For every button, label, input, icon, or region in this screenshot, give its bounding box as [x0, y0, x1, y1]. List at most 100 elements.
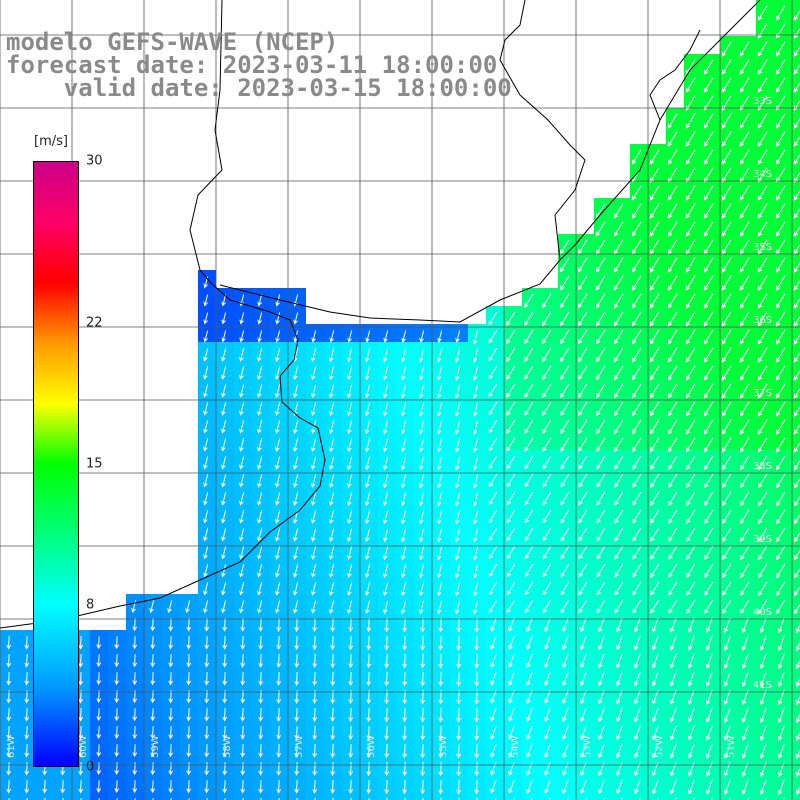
wind-arrow — [722, 509, 732, 525]
wind-arrow — [311, 330, 317, 343]
wind-arrow — [685, 329, 696, 345]
wind-arrow — [669, 635, 677, 651]
wind-arrow — [24, 654, 30, 668]
longitude-label: 57W — [294, 735, 305, 758]
wind-arrow — [488, 527, 498, 542]
wind-arrow — [276, 636, 282, 650]
wind-arrow — [114, 726, 120, 740]
wind-arrow — [614, 581, 624, 596]
wind-arrow — [420, 743, 426, 759]
wind-arrow — [687, 743, 695, 759]
wind-arrow — [757, 365, 768, 381]
wind-arrow — [776, 509, 786, 525]
wind-arrow — [776, 455, 786, 471]
wind-arrow — [634, 779, 641, 795]
wind-arrow — [24, 636, 30, 650]
wind-arrow — [793, 171, 800, 183]
wind-arrow — [613, 203, 624, 219]
wind-arrow — [293, 581, 299, 596]
wind-arrow — [490, 617, 497, 633]
wind-arrow — [274, 347, 281, 362]
wind-arrow — [739, 203, 750, 219]
wind-arrow — [686, 599, 696, 614]
wind-arrow — [526, 617, 533, 633]
wind-arrow — [418, 347, 425, 363]
wind-cell — [792, 360, 800, 378]
wind-arrow — [221, 401, 227, 416]
wind-arrow — [328, 527, 335, 542]
wind-arrow — [757, 149, 768, 165]
wind-arrow — [365, 330, 371, 343]
wind-arrow — [793, 279, 800, 291]
latitude-label: 34S — [753, 169, 772, 180]
wind-arrow — [757, 275, 768, 291]
wind-arrow — [275, 509, 281, 524]
wind-cell — [792, 288, 800, 306]
wind-arrow — [685, 131, 696, 147]
wind-arrow — [668, 563, 678, 578]
longitude-label: 52W — [654, 735, 665, 758]
wind-arrow — [739, 77, 750, 93]
wind-arrow — [524, 311, 534, 327]
wind-arrow — [384, 779, 390, 795]
wind-arrow — [330, 653, 336, 669]
wind-arrow — [632, 599, 642, 614]
wind-arrow — [366, 761, 372, 777]
wind-cell — [792, 792, 800, 800]
wind-arrow — [78, 762, 84, 776]
wind-arrow — [723, 761, 731, 777]
wind-arrow — [221, 474, 227, 488]
wind-arrow — [578, 437, 588, 453]
wind-arrow — [474, 779, 479, 795]
wind-arrow — [560, 599, 570, 614]
wind-arrow — [578, 545, 588, 560]
wind-arrow — [650, 419, 660, 435]
wind-cell — [792, 648, 800, 666]
wind-arrow — [740, 545, 750, 561]
wind-arrow — [777, 671, 785, 688]
wind-arrow — [472, 455, 479, 471]
wind-cell — [792, 126, 800, 144]
wind-arrow — [506, 437, 516, 452]
wind-arrow — [775, 149, 786, 165]
wind-arrow — [418, 545, 425, 561]
wind-arrow — [96, 744, 102, 758]
wind-arrow — [667, 221, 678, 237]
wind-arrow — [488, 509, 498, 524]
wind-arrow — [24, 708, 30, 722]
wind-arrow — [596, 545, 606, 560]
wind-arrow — [454, 455, 461, 471]
wind-arrow — [203, 474, 209, 488]
wind-arrow — [366, 725, 372, 741]
wind-arrow — [794, 603, 800, 615]
wind-arrow — [114, 744, 120, 758]
wind-arrow — [168, 780, 174, 794]
wind-arrow — [631, 221, 642, 237]
wind-arrow — [438, 743, 443, 759]
wind-arrow — [204, 636, 210, 650]
wind-arrow — [757, 5, 768, 21]
wind-arrow — [544, 761, 551, 777]
wind-arrow — [650, 599, 660, 614]
wind-arrow — [578, 599, 588, 614]
wind-arrow — [438, 635, 443, 651]
wind-arrow — [595, 275, 606, 291]
wind-arrow — [506, 545, 516, 560]
wind-arrow — [616, 671, 623, 687]
wind-arrow — [596, 527, 606, 542]
wind-arrow — [474, 707, 479, 723]
wind-arrow — [382, 365, 389, 381]
wind-cell — [792, 504, 800, 522]
wind-arrow — [524, 455, 534, 470]
wind-arrow — [400, 545, 407, 561]
wind-arrow — [757, 185, 768, 201]
wind-arrow — [723, 635, 731, 652]
wind-arrow — [456, 743, 461, 759]
wind-arrow — [757, 221, 768, 237]
wind-arrow — [722, 527, 732, 543]
wind-arrow — [132, 654, 138, 668]
wind-arrow — [704, 455, 714, 471]
wind-arrow — [472, 401, 479, 417]
wind-arrow — [364, 401, 371, 417]
wind-arrow — [203, 401, 209, 416]
